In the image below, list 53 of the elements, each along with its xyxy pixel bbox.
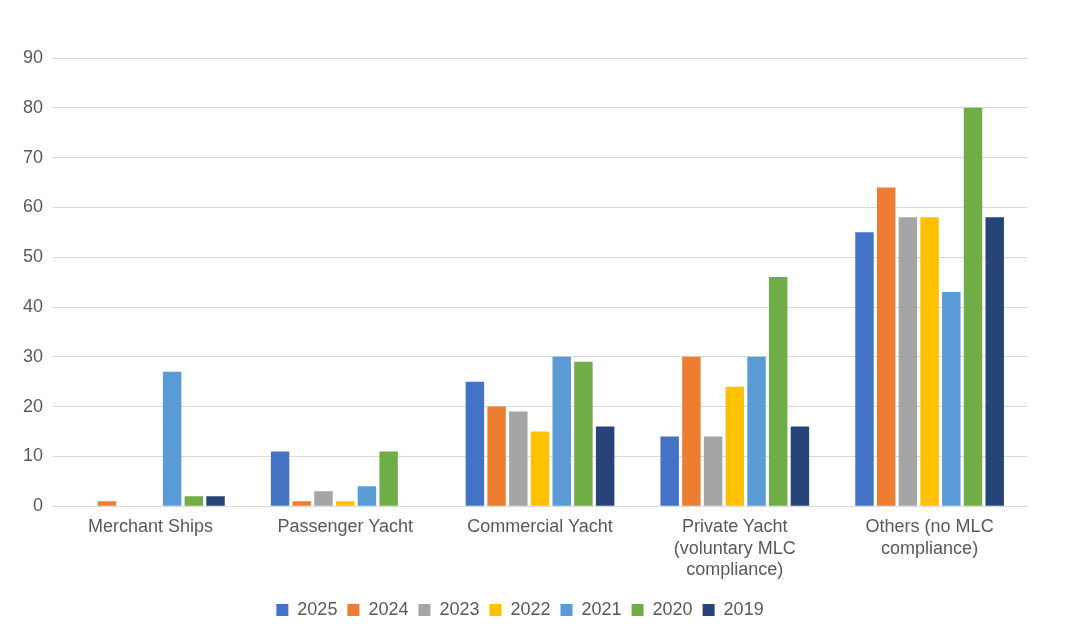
bar (963, 107, 983, 506)
y-tick-label: 70 (22, 146, 44, 167)
bar (357, 486, 377, 506)
bar (530, 431, 550, 506)
legend-label: 2023 (439, 598, 480, 619)
bar (509, 411, 528, 506)
y-tick-label: 50 (22, 246, 44, 267)
bar (682, 356, 701, 506)
bar (747, 356, 766, 506)
bar (942, 292, 961, 506)
y-tick-label: 10 (22, 445, 44, 466)
legend-label: 2019 (723, 598, 764, 619)
bar (97, 501, 117, 506)
y-tick-label: 90 (22, 46, 44, 67)
x-tick-label: Merchant Ships (87, 515, 213, 536)
y-tick-label: 20 (22, 395, 44, 416)
bar (790, 426, 810, 506)
y-tick-label: 30 (22, 345, 44, 366)
legend-label: 2024 (368, 598, 409, 619)
bar (855, 232, 874, 506)
legend-label: 2021 (581, 598, 622, 619)
legend-label: 2022 (510, 598, 551, 619)
bar (768, 277, 788, 506)
x-tick-label: Others (no MLC compliance) (865, 515, 994, 558)
bar (379, 451, 398, 506)
bar (703, 436, 723, 506)
bar (184, 496, 204, 506)
bar (595, 426, 615, 506)
y-tick-label: 40 (22, 295, 44, 316)
y-tick-label: 60 (22, 196, 44, 217)
bar (985, 217, 1004, 506)
y-tick-label: 0 (33, 495, 44, 516)
bar (292, 501, 312, 506)
bar (206, 496, 225, 506)
bar (487, 406, 506, 506)
bar (270, 451, 290, 506)
x-tick-label: Passenger Yacht (277, 515, 413, 536)
bar (920, 217, 939, 506)
bar (314, 491, 333, 506)
bar (898, 217, 918, 506)
bar (574, 361, 593, 506)
legend-label: 2025 (297, 598, 338, 619)
x-tick-label: Commercial Yacht (467, 515, 613, 536)
x-tick-label: Private Yacht (voluntary MLC compliance) (673, 515, 796, 580)
y-tick-label: 80 (22, 96, 44, 117)
bar (725, 386, 745, 506)
bar (465, 381, 485, 506)
bar (552, 356, 571, 506)
bar (335, 501, 355, 506)
bar (660, 436, 679, 506)
bar (876, 187, 896, 506)
bar (162, 371, 182, 506)
legend-label: 2020 (652, 598, 693, 619)
